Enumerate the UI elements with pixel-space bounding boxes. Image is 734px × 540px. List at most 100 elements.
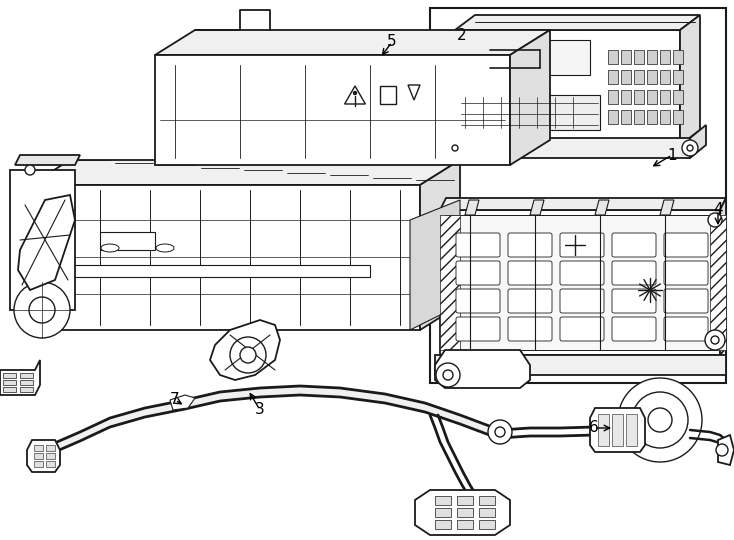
Bar [50, 265, 370, 277]
FancyBboxPatch shape [664, 233, 708, 257]
Ellipse shape [101, 244, 119, 252]
Circle shape [29, 297, 55, 323]
Bar [34, 461, 43, 467]
Text: 5: 5 [388, 35, 397, 50]
Polygon shape [510, 30, 550, 165]
Polygon shape [710, 215, 726, 350]
Bar [634, 110, 644, 124]
Polygon shape [10, 170, 75, 310]
Bar [660, 110, 670, 124]
Text: 1: 1 [667, 147, 677, 163]
FancyBboxPatch shape [612, 233, 656, 257]
FancyBboxPatch shape [508, 261, 552, 285]
Bar [673, 110, 683, 124]
Bar [460, 40, 590, 75]
Bar [621, 110, 631, 124]
Bar [673, 90, 683, 104]
Bar [3, 380, 16, 385]
Polygon shape [435, 350, 530, 388]
Polygon shape [440, 198, 726, 210]
Polygon shape [720, 198, 726, 355]
Bar [626, 414, 637, 446]
Bar [634, 50, 644, 64]
Bar [608, 70, 618, 84]
Circle shape [708, 213, 722, 227]
Circle shape [447, 140, 463, 156]
Polygon shape [30, 185, 420, 330]
FancyBboxPatch shape [456, 317, 500, 341]
Bar [647, 90, 657, 104]
Bar [460, 95, 600, 130]
Ellipse shape [46, 244, 64, 252]
Bar [20, 387, 33, 392]
Bar [479, 520, 495, 529]
Polygon shape [155, 30, 550, 55]
Polygon shape [435, 355, 726, 375]
Polygon shape [155, 55, 510, 165]
Polygon shape [440, 210, 720, 355]
FancyBboxPatch shape [664, 317, 708, 341]
Circle shape [632, 392, 688, 448]
Circle shape [240, 347, 256, 363]
Bar [435, 508, 451, 517]
Bar [3, 387, 16, 392]
Polygon shape [660, 200, 674, 215]
Bar [46, 461, 55, 467]
Bar [647, 50, 657, 64]
Polygon shape [18, 195, 75, 290]
Text: 6: 6 [589, 421, 599, 435]
Polygon shape [465, 200, 479, 215]
Bar [435, 520, 451, 529]
Circle shape [495, 427, 505, 437]
Bar [100, 232, 155, 250]
Circle shape [230, 337, 266, 373]
Bar [435, 496, 451, 505]
Polygon shape [415, 490, 510, 535]
Circle shape [716, 444, 728, 456]
Polygon shape [30, 160, 460, 185]
Bar [660, 70, 670, 84]
Bar [612, 414, 623, 446]
Bar [598, 414, 609, 446]
Bar [621, 50, 631, 64]
Bar [20, 380, 33, 385]
FancyBboxPatch shape [612, 317, 656, 341]
Polygon shape [15, 155, 80, 165]
Polygon shape [420, 160, 460, 330]
Polygon shape [440, 215, 460, 350]
Bar [46, 445, 55, 451]
Polygon shape [170, 395, 195, 410]
Polygon shape [690, 125, 706, 158]
Circle shape [618, 378, 702, 462]
Bar [660, 90, 670, 104]
Bar [20, 373, 33, 378]
Polygon shape [410, 200, 460, 330]
Bar [430, 8, 726, 383]
Circle shape [705, 330, 725, 350]
FancyBboxPatch shape [508, 289, 552, 313]
FancyBboxPatch shape [456, 289, 500, 313]
Circle shape [687, 145, 693, 151]
FancyBboxPatch shape [664, 261, 708, 285]
Bar [46, 453, 55, 459]
Polygon shape [680, 15, 700, 145]
Polygon shape [590, 408, 645, 452]
Bar [608, 90, 618, 104]
Polygon shape [210, 320, 280, 380]
Polygon shape [595, 200, 609, 215]
FancyBboxPatch shape [664, 289, 708, 313]
Polygon shape [455, 30, 680, 145]
Bar [647, 110, 657, 124]
Circle shape [25, 165, 35, 175]
Polygon shape [344, 86, 366, 104]
Polygon shape [408, 85, 420, 100]
Bar [457, 520, 473, 529]
Bar [380, 86, 396, 104]
Circle shape [354, 91, 357, 94]
FancyBboxPatch shape [612, 261, 656, 285]
Bar [34, 445, 43, 451]
Bar [673, 70, 683, 84]
Bar [445, 215, 715, 350]
Bar [34, 453, 43, 459]
Circle shape [711, 336, 719, 344]
